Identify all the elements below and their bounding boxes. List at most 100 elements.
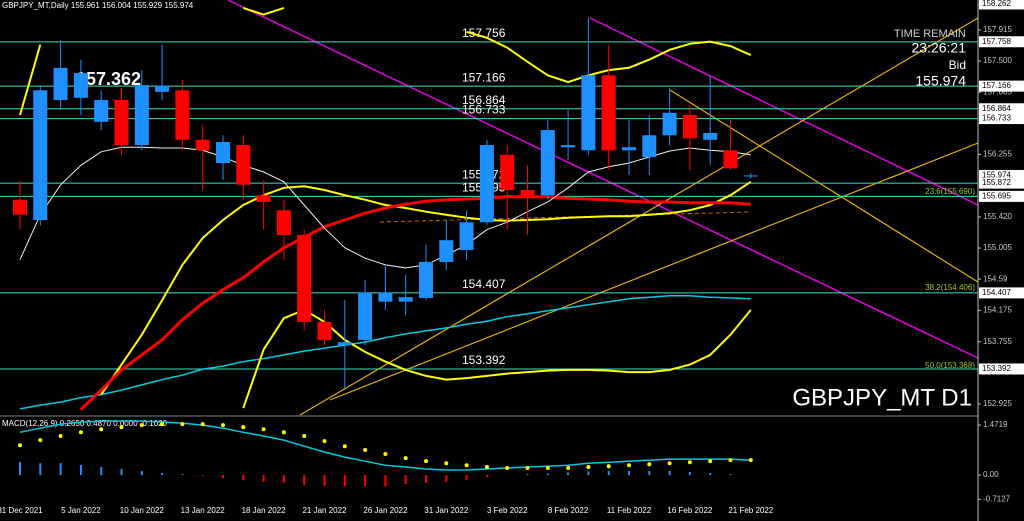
candle-body xyxy=(459,222,474,250)
trend-line xyxy=(669,89,979,283)
x-tick-label: 16 Feb 2022 xyxy=(667,506,712,515)
price-box-label: 155.974 xyxy=(982,171,1011,180)
price-box-label: 155.695 xyxy=(982,191,1011,200)
candle-body xyxy=(337,342,352,346)
signal-dot xyxy=(383,452,388,457)
signal-dot xyxy=(424,459,428,464)
candle-body xyxy=(419,261,433,298)
candle-body xyxy=(561,145,576,148)
candle-body xyxy=(94,100,109,122)
signal-dot xyxy=(18,443,22,448)
signal-dot xyxy=(38,438,43,443)
signal-dot xyxy=(748,458,753,463)
moving-average xyxy=(19,294,751,410)
timer: 23:26:21 xyxy=(912,40,967,56)
price-box xyxy=(979,287,1024,299)
signal-dot xyxy=(302,434,307,439)
candle-body xyxy=(601,75,616,151)
fib-label: 38.2(154.406) xyxy=(925,283,975,292)
price-box xyxy=(979,363,1024,375)
candle-body xyxy=(297,234,312,322)
candle-body xyxy=(175,90,190,140)
signal-dot xyxy=(261,427,266,432)
x-tick-label: 11 Feb 2022 xyxy=(607,506,652,515)
moving-average xyxy=(100,180,752,396)
level-label: 153.392 xyxy=(462,353,506,367)
signal-dot xyxy=(241,425,246,430)
bid-label: Bid xyxy=(949,58,966,72)
candle-body xyxy=(276,210,291,235)
y-tick-label: 157.500 xyxy=(983,56,1012,65)
candle-body xyxy=(317,321,332,340)
candle-body xyxy=(520,189,535,196)
candle-body xyxy=(13,199,27,215)
candle-body xyxy=(33,90,48,220)
x-tick-label: 21 Feb 2022 xyxy=(728,506,773,515)
signal-dot xyxy=(627,463,631,468)
y-tick-label: 152.925 xyxy=(983,399,1012,408)
x-tick-label: 31 Dec 2021 xyxy=(0,506,43,515)
y-tick-label: 156.255 xyxy=(983,150,1012,159)
signal-dot xyxy=(200,422,205,427)
candle-body xyxy=(642,135,657,158)
candle-body xyxy=(479,145,494,223)
y-tick-label: 157.085 xyxy=(983,87,1012,96)
y-tick-label: 154.175 xyxy=(983,305,1012,314)
candle-body xyxy=(134,85,149,146)
candle-body xyxy=(195,139,210,151)
price-box-label: 156.864 xyxy=(982,104,1011,113)
signal-dot xyxy=(667,461,672,466)
signal-dot xyxy=(221,423,225,428)
price-box xyxy=(979,190,1024,202)
trend-line xyxy=(329,142,979,401)
y-tick-label: 157.915 xyxy=(983,25,1012,34)
moving-average xyxy=(19,44,42,116)
signal-dot xyxy=(464,463,469,468)
candle-body xyxy=(622,147,636,151)
level-label: 154.407 xyxy=(462,277,506,291)
x-tick-label: 8 Feb 2022 xyxy=(548,506,589,515)
candle-body xyxy=(216,142,230,164)
price-box xyxy=(979,169,1024,181)
signal-dot xyxy=(606,464,611,469)
candle-body xyxy=(73,73,88,98)
signal-dot xyxy=(444,461,449,466)
candle-body xyxy=(662,112,677,136)
signal-dot xyxy=(687,460,692,465)
candle-body xyxy=(236,145,251,185)
candle-body xyxy=(723,150,738,169)
candle-body xyxy=(358,292,373,340)
signal-dot xyxy=(403,456,408,461)
price-box-label: 155.872 xyxy=(982,178,1011,187)
x-tick-label: 18 Jan 2022 xyxy=(242,506,287,515)
candle-body xyxy=(682,115,697,139)
signal-dot xyxy=(708,459,713,464)
signal-dot xyxy=(545,465,550,470)
candle-body xyxy=(439,240,454,262)
fib-label: 50.0(153.368) xyxy=(925,361,975,370)
signal-dot xyxy=(586,464,591,469)
y-tick-label: 153.755 xyxy=(983,337,1012,346)
price-box xyxy=(979,177,1024,189)
y-tick-label: 155.420 xyxy=(983,212,1012,221)
level-label: 157.756 xyxy=(462,26,506,40)
x-tick-label: 26 Jan 2022 xyxy=(363,506,408,515)
signal-dot xyxy=(363,447,368,452)
candle-body xyxy=(256,195,271,202)
price-box xyxy=(979,36,1024,48)
y-tick-label: 0.00 xyxy=(983,470,999,479)
chart-title: GBPJPY_MT,Daily 155.961 156.004 155.929 … xyxy=(2,1,194,10)
price-box-label: 157.758 xyxy=(982,37,1011,46)
candle-body xyxy=(581,75,596,151)
y-tick-label: -0.7127 xyxy=(983,494,1011,503)
signal-dot xyxy=(99,427,104,432)
candle-body xyxy=(378,292,393,302)
high-label: 157.362 xyxy=(76,69,141,89)
moving-average xyxy=(242,6,285,16)
x-tick-label: 10 Jan 2022 xyxy=(120,506,165,515)
candle-body xyxy=(114,100,129,146)
trend-line xyxy=(299,17,979,416)
channel-line xyxy=(589,17,979,206)
